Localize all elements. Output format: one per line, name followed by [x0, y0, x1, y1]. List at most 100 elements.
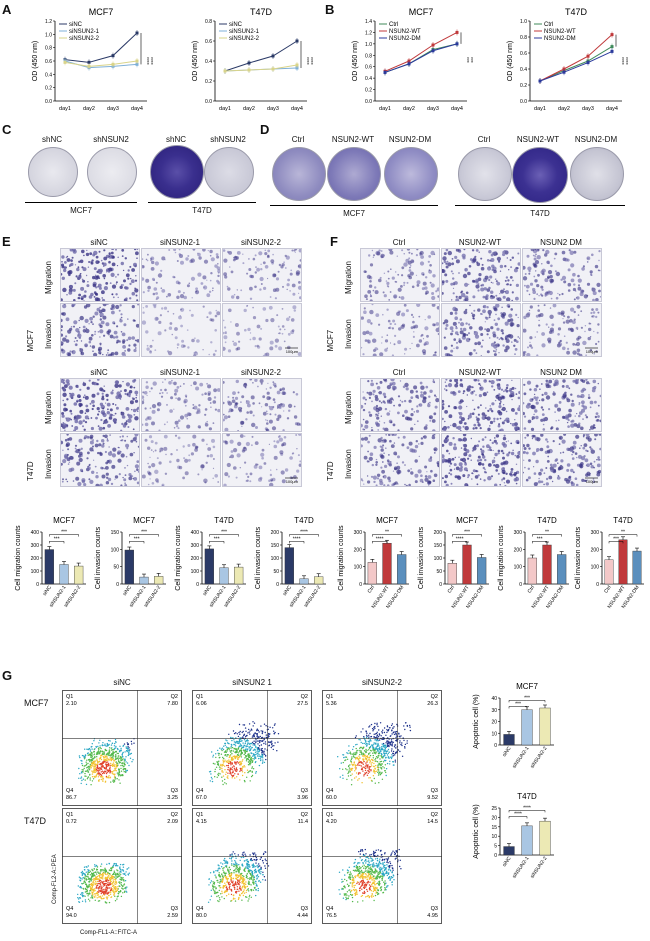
cell-dot [134, 339, 137, 342]
cell-dot [212, 422, 215, 424]
cell-dot [573, 310, 576, 314]
cell-dot [443, 336, 446, 339]
event-dot [254, 743, 256, 745]
cell-dot [480, 449, 485, 454]
event-dot [265, 758, 267, 761]
cell-dot [592, 480, 596, 484]
event-dot [260, 740, 263, 742]
event-dot [102, 776, 104, 778]
event-dot [262, 759, 264, 761]
cell-dot [105, 322, 110, 327]
cell-dot [479, 478, 482, 480]
cell-dot [103, 385, 105, 387]
cell-dot [85, 252, 90, 257]
event-dot [126, 742, 128, 744]
cell-dot [292, 391, 295, 394]
cell-dot [420, 474, 423, 477]
cell-dot [431, 419, 436, 423]
cell-dot [78, 420, 83, 425]
cell-dot [195, 445, 198, 449]
event-dot [256, 733, 258, 735]
cell-dot [536, 255, 541, 260]
event-dot [103, 761, 105, 764]
cell-dot [411, 342, 413, 345]
cell-dot [188, 282, 191, 285]
cell-dot [464, 282, 469, 287]
cell-dot [240, 407, 243, 409]
cell-dot [381, 439, 384, 442]
cell-dot [380, 401, 383, 404]
significance-mark: *** [464, 530, 470, 536]
event-dot [89, 748, 91, 751]
cell-dot [276, 440, 280, 444]
significance-mark: **** [523, 805, 531, 811]
sig-bracket [508, 810, 546, 813]
cell-dot [476, 444, 480, 448]
event-dot [110, 747, 112, 749]
cell-dot [97, 285, 100, 288]
cell-dot [536, 448, 540, 452]
cell-dot [582, 435, 585, 438]
event-dot [115, 741, 117, 743]
cell-dot [398, 296, 401, 299]
event-dot [222, 775, 225, 777]
event-dot [255, 740, 257, 742]
significance-mark: **** [514, 811, 522, 817]
cell-dot [492, 333, 497, 338]
cell-dot [494, 399, 497, 402]
event-dot [231, 772, 233, 774]
cell-dot [586, 450, 589, 453]
cell-dot [579, 464, 584, 469]
cell-dot [585, 434, 590, 437]
cell-dot [157, 402, 162, 407]
cell-dot [96, 297, 101, 301]
cell-dot [389, 250, 394, 255]
cell-dot [387, 476, 391, 480]
cell-dot [537, 273, 540, 277]
cell-dot [576, 413, 578, 415]
cell-dot [145, 330, 149, 334]
y-tick-label: 0.6 [45, 59, 52, 65]
quadrant-name: Q2 [171, 694, 178, 700]
cell-dot [426, 334, 429, 338]
cell-dot [477, 413, 480, 416]
cell-dot [459, 330, 464, 335]
event-dot [120, 767, 122, 770]
cell-dot [161, 391, 164, 394]
cell-dot [367, 380, 370, 383]
cell-dot [453, 463, 457, 467]
cell-dot [548, 379, 553, 384]
cell-dot [76, 267, 80, 272]
cell-dot [426, 471, 428, 473]
event-dot [118, 773, 121, 776]
event-dot [257, 729, 259, 732]
cell-dot [541, 288, 544, 291]
cell-dot [94, 465, 97, 468]
cell-dot [467, 476, 469, 479]
cell-dot [543, 472, 546, 475]
cell-dot [542, 417, 546, 421]
cell-dot [417, 469, 422, 474]
event-dot [118, 755, 120, 757]
cell-dot [269, 413, 272, 416]
cell-dot [540, 285, 544, 289]
cell-dot [175, 425, 179, 428]
micrograph [60, 378, 140, 432]
cell-dot [136, 468, 139, 471]
cell-dot [586, 261, 589, 263]
event-dot [237, 742, 240, 745]
cell-dot [558, 435, 563, 440]
cell-dot [504, 321, 509, 326]
cell-dot [224, 472, 229, 477]
cell-dot [361, 423, 363, 428]
event-dot [272, 748, 274, 751]
bar [59, 564, 69, 585]
cell-dot [538, 313, 541, 317]
event-dot [247, 732, 249, 734]
cell-dot [490, 281, 493, 284]
quadrant-name: Q4 [66, 788, 73, 794]
event-dot [274, 723, 276, 725]
cell-dot [262, 261, 266, 265]
cell-dot [554, 459, 558, 462]
column-label: siNSUN2-2 [361, 678, 403, 687]
